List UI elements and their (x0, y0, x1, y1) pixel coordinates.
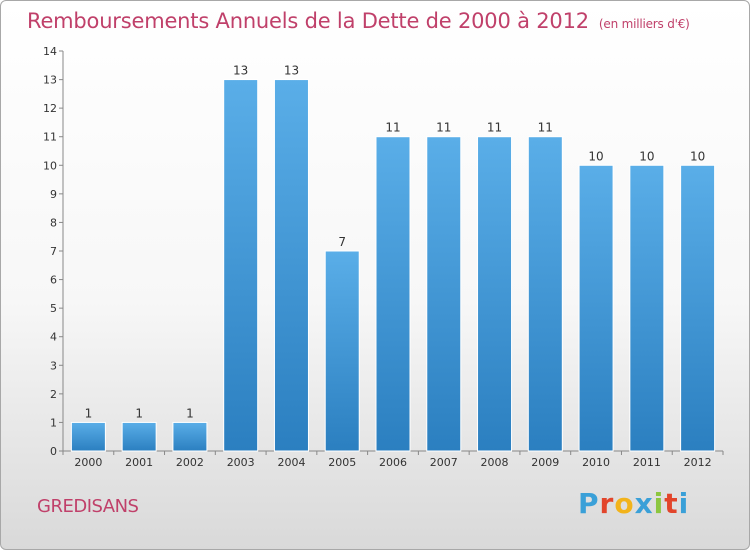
x-tick-label: 2011 (633, 456, 661, 469)
y-tick-label: 1 (50, 416, 57, 429)
bar (527, 136, 563, 452)
bar (477, 136, 513, 452)
y-tick-label: 7 (50, 245, 57, 258)
x-tick-label: 2012 (684, 456, 712, 469)
data-label: 10 (588, 149, 603, 163)
data-label: 1 (135, 406, 143, 420)
bar (273, 79, 309, 452)
logo-letter: x (634, 487, 654, 520)
data-label: 11 (538, 121, 553, 135)
data-label: 13 (233, 64, 248, 78)
y-tick-label: 11 (43, 131, 57, 144)
x-tick-label: 2001 (125, 456, 153, 469)
y-tick-label: 12 (43, 102, 57, 115)
data-label: 13 (284, 64, 299, 78)
chart-title-text: Remboursements Annuels de la Dette de 20… (27, 9, 589, 33)
y-tick-label: 9 (50, 188, 57, 201)
chart-labels: 2000 1 2001 1 2002 1 2003 13 2004 13 2005 7 2006 11 20… (74, 64, 711, 469)
bar (375, 136, 411, 452)
chart-bars (70, 79, 716, 452)
logo-letter: i (653, 487, 665, 520)
data-label: 1 (85, 406, 93, 420)
x-tick-label: 2007 (430, 456, 458, 469)
data-label: 11 (385, 121, 400, 135)
x-tick-label: 2003 (227, 456, 255, 469)
x-tick-label: 2010 (582, 456, 610, 469)
bar (578, 164, 614, 452)
bar (223, 79, 259, 452)
y-tick-label: 4 (50, 331, 57, 344)
chart-unit: (en milliers d'€) (598, 17, 690, 31)
bar (629, 164, 665, 452)
chart-title: Remboursements Annuels de la Dette de 20… (27, 9, 690, 33)
y-tick-label: 10 (43, 159, 57, 172)
y-tick-label: 0 (50, 445, 57, 458)
bar (680, 164, 716, 452)
x-tick-label: 2005 (328, 456, 356, 469)
bar (324, 250, 360, 452)
x-tick-label: 2004 (277, 456, 305, 469)
y-tick-label: 14 (43, 45, 57, 58)
x-tick-label: 2000 (74, 456, 102, 469)
data-label: 11 (436, 121, 451, 135)
logo-letter: i (678, 487, 690, 520)
y-tick-label: 6 (50, 274, 57, 287)
logo-letter: t (664, 487, 679, 520)
proxiti-logo: Proxiti (578, 487, 689, 520)
x-tick-label: 2009 (531, 456, 559, 469)
bar (426, 136, 462, 452)
x-tick-label: 2006 (379, 456, 407, 469)
data-label: 7 (338, 235, 346, 249)
logo-letter: P (578, 487, 600, 520)
y-tick-label: 2 (50, 388, 57, 401)
data-label: 10 (639, 149, 654, 163)
x-tick-label: 2002 (176, 456, 204, 469)
y-tick-label: 5 (50, 302, 57, 315)
bar (121, 421, 157, 452)
x-tick-label: 2008 (481, 456, 509, 469)
data-label: 11 (487, 121, 502, 135)
y-tick-label: 13 (43, 74, 57, 87)
y-tick-label: 8 (50, 216, 57, 229)
data-label: 1 (186, 406, 194, 420)
logo-letter: o (614, 487, 635, 520)
commune-name: GREDISANS (37, 496, 139, 517)
y-tick-label: 3 (50, 359, 57, 372)
data-label: 10 (690, 149, 705, 163)
logo-letter: r (599, 487, 615, 520)
bar (172, 421, 208, 452)
bar (70, 421, 106, 452)
